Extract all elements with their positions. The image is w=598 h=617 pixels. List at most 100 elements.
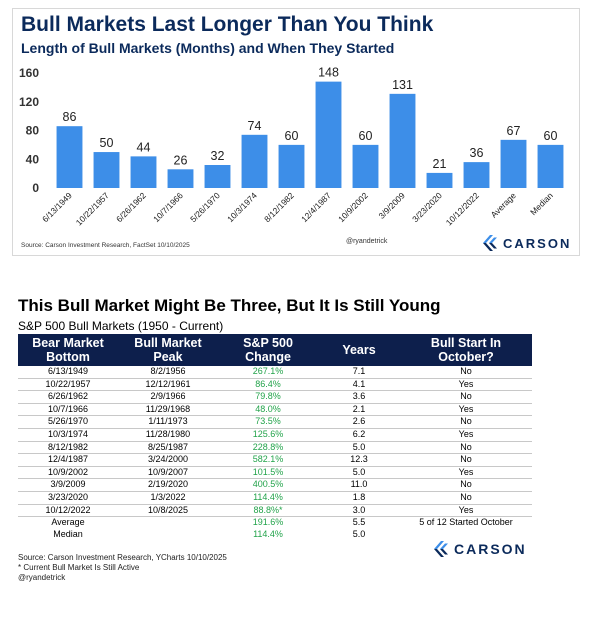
cell-october-start: No	[400, 441, 532, 455]
x-tick-label: 6/26/1962	[114, 190, 148, 224]
median-empty	[118, 529, 218, 541]
y-tick-label: 40	[26, 152, 40, 166]
cell-bear-bottom: 6/26/1962	[18, 390, 118, 404]
bar	[315, 81, 342, 188]
cell-sp500-change: 114.4%	[218, 491, 318, 505]
cell-bull-peak: 2/9/1966	[118, 390, 218, 404]
cell-sp500-change: 48.0%	[218, 403, 318, 417]
table-title: This Bull Market Might Be Three, But It …	[18, 296, 441, 315]
x-tick-label: Median	[528, 190, 555, 217]
cell-years: 2.1	[318, 403, 400, 417]
table-row: 6/13/1949 8/2/1956 267.1% 7.1 No	[18, 366, 532, 379]
cell-years: 12.3	[318, 453, 400, 467]
cell-bull-peak: 12/12/1961	[118, 378, 218, 392]
cell-bull-peak: 3/24/2000	[118, 453, 218, 467]
average-october: 5 of 12 Started October	[400, 516, 532, 529]
cell-bull-peak: 10/8/2025	[118, 504, 218, 518]
table-row: 3/9/2009 2/19/2020 400.5% 11.0 No	[18, 478, 532, 492]
cell-sp500-change: 125.6%	[218, 428, 318, 442]
table-row: 10/7/1966 11/29/1968 48.0% 2.1 Yes	[18, 403, 532, 417]
bar	[352, 144, 379, 188]
cell-bull-peak: 1/3/2022	[118, 491, 218, 505]
cell-sp500-change: 79.8%	[218, 390, 318, 404]
bar	[130, 156, 157, 188]
bar-value-label: 60	[544, 129, 558, 143]
bar-value-label: 26	[174, 153, 188, 167]
cell-years: 4.1	[318, 378, 400, 392]
header-bull-peak: Bull Market Peak	[118, 334, 218, 366]
carson-logo-bottom: CARSON	[434, 541, 527, 557]
cell-october-start: No	[400, 491, 532, 505]
chart-title: Bull Markets Last Longer Than You Think	[21, 13, 434, 36]
carson-logo-text: CARSON	[454, 541, 527, 557]
cell-october-start: No	[400, 366, 532, 379]
x-tick-label: 5/26/1970	[188, 190, 222, 224]
y-tick-label: 160	[19, 66, 39, 80]
cell-sp500-change: 400.5%	[218, 478, 318, 492]
cell-october-start: Yes	[400, 378, 532, 392]
table-row: 8/12/1982 8/25/1987 228.8% 5.0 No	[18, 441, 532, 455]
table-row: 3/23/2020 1/3/2022 114.4% 1.8 No	[18, 491, 532, 505]
bar	[389, 93, 416, 188]
cell-years: 3.0	[318, 504, 400, 518]
bull-markets-table: Bear Market Bottom Bull Market Peak S&P …	[18, 334, 532, 540]
cell-sp500-change: 88.8%*	[218, 504, 318, 518]
cell-october-start: No	[400, 390, 532, 404]
y-tick-label: 80	[26, 124, 40, 138]
cell-years: 5.0	[318, 466, 400, 480]
x-tick-label: 10/9/2002	[336, 190, 370, 224]
table-source-notes: Source: Carson Investment Research, YCha…	[18, 553, 227, 583]
cell-october-start: No	[400, 478, 532, 492]
bar-value-label: 67	[507, 124, 521, 138]
y-tick-label: 0	[32, 181, 39, 195]
cell-october-start: No	[400, 453, 532, 467]
carson-logo: CARSON	[483, 235, 571, 251]
bar	[500, 139, 527, 188]
table-header-row: Bear Market Bottom Bull Market Peak S&P …	[18, 334, 532, 366]
cell-years: 2.6	[318, 415, 400, 429]
cell-bull-peak: 11/29/1968	[118, 403, 218, 417]
bar-value-label: 50	[100, 136, 114, 150]
median-years: 5.0	[352, 528, 366, 539]
bar	[537, 144, 564, 188]
cell-october-start: Yes	[400, 466, 532, 480]
x-tick-label: 6/13/1949	[40, 190, 74, 224]
header-october-start: Bull Start In October?	[400, 334, 532, 366]
table-row: 6/26/1962 2/9/1966 79.8% 3.6 No	[18, 390, 532, 404]
cell-bull-peak: 10/9/2007	[118, 466, 218, 480]
average-years: 5.5	[318, 516, 400, 529]
bar-value-label: 60	[285, 129, 299, 143]
header-bear-bottom: Bear Market Bottom	[18, 334, 118, 366]
cell-sp500-change: 73.5%	[218, 415, 318, 429]
table-source: Source: Carson Investment Research, YCha…	[18, 553, 227, 562]
cell-years: 3.6	[318, 390, 400, 404]
table-row: 5/26/1970 1/11/1973 73.5% 2.6 No	[18, 415, 532, 429]
cell-october-start: Yes	[400, 403, 532, 417]
bull-market-length-chart: Bull Markets Last Longer Than You Think …	[12, 8, 580, 256]
carson-logo-icon	[483, 235, 497, 251]
cell-years: 6.2	[318, 428, 400, 442]
cell-bull-peak: 2/19/2020	[118, 478, 218, 492]
table-row: 10/3/1974 11/28/1980 125.6% 6.2 Yes	[18, 428, 532, 442]
table-footnote: * Current Bull Market Is Still Active	[18, 563, 140, 572]
cell-bear-bottom: 10/22/1957	[18, 378, 118, 392]
x-tick-label: 10/3/1974	[225, 190, 259, 224]
cell-bear-bottom: 5/26/1970	[18, 415, 118, 429]
bar-chart-svg: 0 40 80 120 160 86 6/13/1949 50 10/22/1957 44 6/26…	[19, 66, 564, 227]
cell-bear-bottom: 8/12/1982	[18, 441, 118, 455]
cell-sp500-change: 267.1%	[218, 366, 318, 379]
x-tick-label: 3/23/2020	[410, 190, 444, 224]
table-row: 10/12/2022 10/8/2025 88.8%* 3.0 Yes	[18, 504, 532, 518]
table-subtitle: S&P 500 Bull Markets (1950 - Current)	[18, 319, 224, 333]
bar-value-label: 32	[211, 149, 225, 163]
cell-years: 11.0	[318, 478, 400, 492]
cell-sp500-change: 582.1%	[218, 453, 318, 467]
median-october-empty	[400, 529, 532, 541]
cell-years: 5.0	[318, 441, 400, 455]
cell-years: 1.8	[318, 491, 400, 505]
x-tick-label: 10/22/1957	[74, 190, 111, 227]
bar	[56, 126, 83, 188]
bar	[241, 134, 268, 188]
x-tick-label: 10/12/2022	[444, 190, 481, 227]
chart-source: Source: Carson Investment Research, Fact…	[21, 242, 190, 249]
